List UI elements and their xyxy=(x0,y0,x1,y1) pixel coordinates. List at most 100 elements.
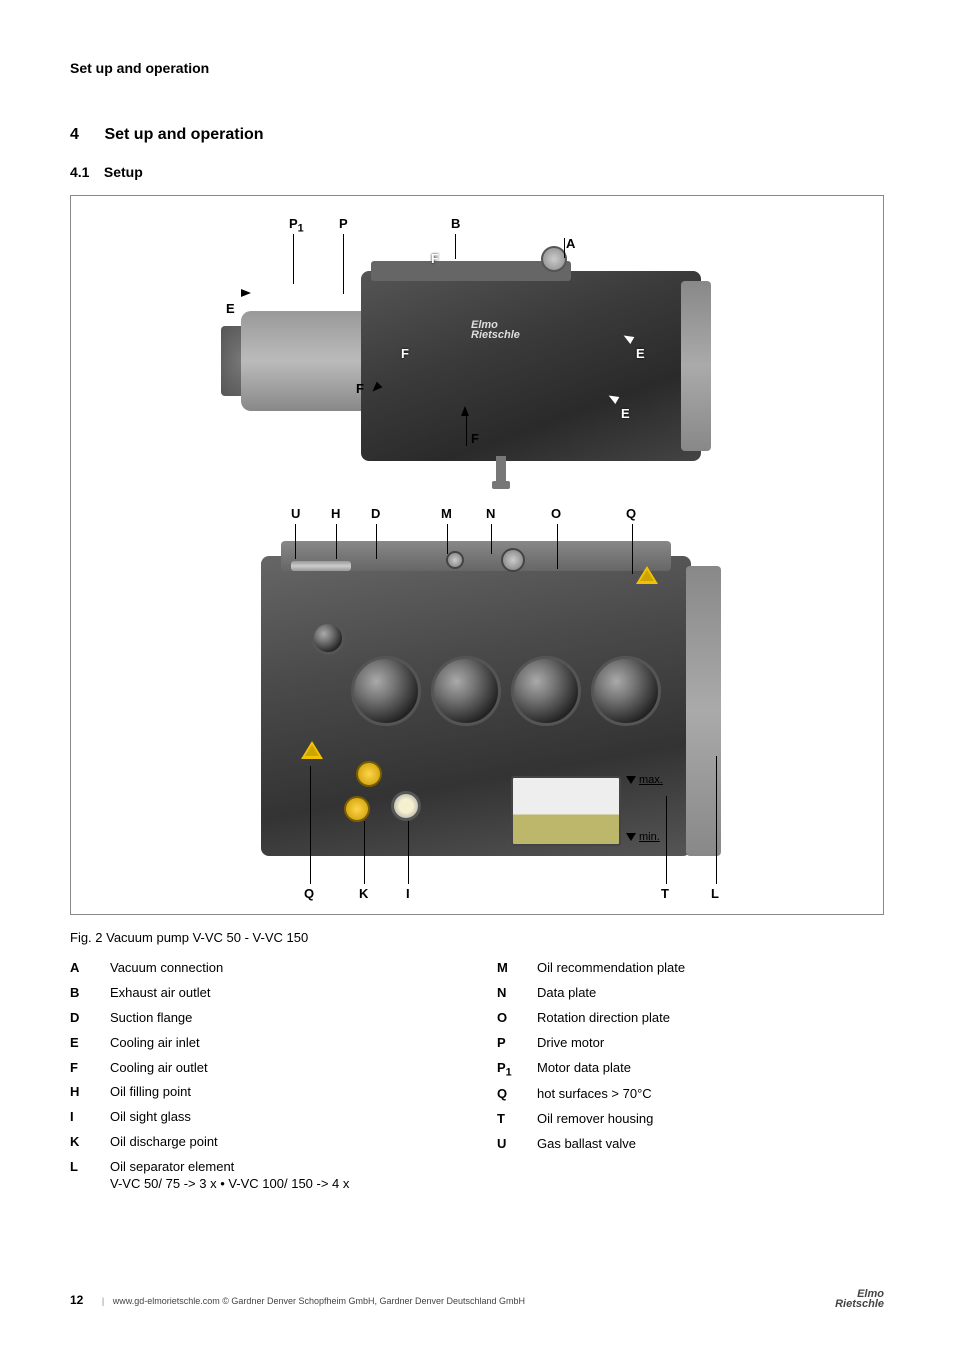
footer-left: 12 | www.gd-elmorietschle.com © Gardner … xyxy=(70,1293,525,1307)
label-m: M xyxy=(441,506,452,521)
label-f4: F xyxy=(471,431,479,446)
legend-row: TOil remover housing xyxy=(497,1111,884,1128)
legend: AVacuum connection BExhaust air outlet DSu… xyxy=(70,960,884,1201)
section-number: 4 xyxy=(70,126,100,144)
legend-key: M xyxy=(497,960,537,975)
label-e2: E xyxy=(636,346,645,361)
legend-desc: Gas ballast valve xyxy=(537,1136,884,1153)
section-title-text: Set up and operation xyxy=(104,126,263,143)
arrow-icon xyxy=(461,406,469,416)
legend-row: ECooling air inlet xyxy=(70,1035,457,1052)
label-p1-sub: 1 xyxy=(298,223,304,235)
legend-row: Qhot surfaces > 70°C xyxy=(497,1086,884,1103)
oil-sight-glass xyxy=(391,791,421,821)
legend-row: PDrive motor xyxy=(497,1035,884,1052)
label-t: T xyxy=(661,886,669,901)
leader xyxy=(466,411,467,446)
legend-desc: Drive motor xyxy=(537,1035,884,1052)
knob xyxy=(446,551,464,569)
label-b: B xyxy=(451,216,460,231)
leader xyxy=(716,756,717,884)
legend-row: AVacuum connection xyxy=(70,960,457,977)
legend-row: HOil filling point xyxy=(70,1084,457,1101)
legend-key: O xyxy=(497,1010,537,1025)
figure-caption: Fig. 2 Vacuum pump V-VC 50 - V-VC 150 xyxy=(70,930,884,945)
brand-logo: Elmo Rietschle xyxy=(835,1290,884,1310)
label-q: Q xyxy=(626,506,636,521)
legend-key: L xyxy=(70,1159,110,1174)
legend-desc: Rotation direction plate xyxy=(537,1010,884,1027)
legend-key: A xyxy=(70,960,110,975)
label-f: F xyxy=(431,251,439,266)
legend-desc: Suction flange xyxy=(110,1010,457,1027)
legend-desc: Cooling air outlet xyxy=(110,1060,457,1077)
hazard-icon xyxy=(636,566,658,584)
legend-right: MOil recommendation plateNData plateORot… xyxy=(497,960,884,1201)
legend-desc: Oil separator element V-VC 50/ 75 -> 3 x… xyxy=(110,1159,457,1193)
leader xyxy=(666,796,667,884)
legend-row: FCooling air outlet xyxy=(70,1060,457,1077)
section-title: 4 Set up and operation xyxy=(70,126,884,144)
legend-key: E xyxy=(70,1035,110,1050)
pump-flange xyxy=(681,281,711,451)
leader xyxy=(455,234,456,259)
label-h: H xyxy=(331,506,340,521)
legend-key: H xyxy=(70,1084,110,1099)
legend-desc: hot surfaces > 70°C xyxy=(537,1086,884,1103)
port xyxy=(351,656,421,726)
legend-key: T xyxy=(497,1111,537,1126)
arrow-icon xyxy=(241,289,251,297)
min-label: min. xyxy=(626,831,660,843)
label-i: I xyxy=(406,886,410,901)
leader xyxy=(310,766,311,884)
label-p: P xyxy=(339,216,348,231)
page-footer: 12 | www.gd-elmorietschle.com © Gardner … xyxy=(70,1290,884,1310)
legend-key: F xyxy=(70,1060,110,1075)
legend-row: IOil sight glass xyxy=(70,1109,457,1126)
legend-key: Q xyxy=(497,1086,537,1101)
oil-fill-cap xyxy=(356,761,382,787)
label-e3: E xyxy=(621,406,630,421)
leader xyxy=(336,524,337,559)
legend-row: UGas ballast valve xyxy=(497,1136,884,1153)
legend-desc: Data plate xyxy=(537,985,884,1002)
pump-bottom-diagram: max. min. xyxy=(231,526,721,876)
legend-row: DSuction flange xyxy=(70,1010,457,1027)
legend-key: P1 xyxy=(497,1060,537,1079)
legend-desc: Oil sight glass xyxy=(110,1109,457,1126)
legend-row: KOil discharge point xyxy=(70,1134,457,1151)
label-d: D xyxy=(371,506,380,521)
pipe xyxy=(291,561,351,571)
legend-desc: Exhaust air outlet xyxy=(110,985,457,1002)
port xyxy=(511,656,581,726)
leader xyxy=(343,234,344,294)
brand-bottom: Rietschle xyxy=(471,329,520,341)
brand-logo-bottom: Rietschle xyxy=(835,1300,884,1310)
label-f2: F xyxy=(401,346,409,361)
max-label: max. xyxy=(626,774,663,786)
legend-row: BExhaust air outlet xyxy=(70,985,457,1002)
legend-key: P xyxy=(497,1035,537,1050)
label-n: N xyxy=(486,506,495,521)
port-small xyxy=(311,621,345,655)
subsection-title: 4.1 Setup xyxy=(70,164,884,180)
oil-window xyxy=(511,776,621,846)
leader xyxy=(364,821,365,884)
label-f3: F xyxy=(356,381,364,396)
leader xyxy=(491,524,492,554)
running-head: Set up and operation xyxy=(70,60,884,76)
leader xyxy=(632,524,633,574)
page-number: 12 xyxy=(70,1293,83,1307)
legend-desc: Oil remover housing xyxy=(537,1111,884,1128)
legend-desc: Oil discharge point xyxy=(110,1134,457,1151)
brand-on-pump: Elmo Rietschle xyxy=(471,321,520,341)
legend-row: MOil recommendation plate xyxy=(497,960,884,977)
legend-desc: Oil filling point xyxy=(110,1084,457,1101)
leader xyxy=(557,524,558,569)
legend-key: I xyxy=(70,1109,110,1124)
label-p1-p: P xyxy=(289,216,298,231)
legend-row: P1Motor data plate xyxy=(497,1060,884,1079)
pump-top-diagram: Elmo Rietschle xyxy=(241,251,701,461)
subsection-number: 4.1 xyxy=(70,164,100,180)
label-o: O xyxy=(551,506,561,521)
